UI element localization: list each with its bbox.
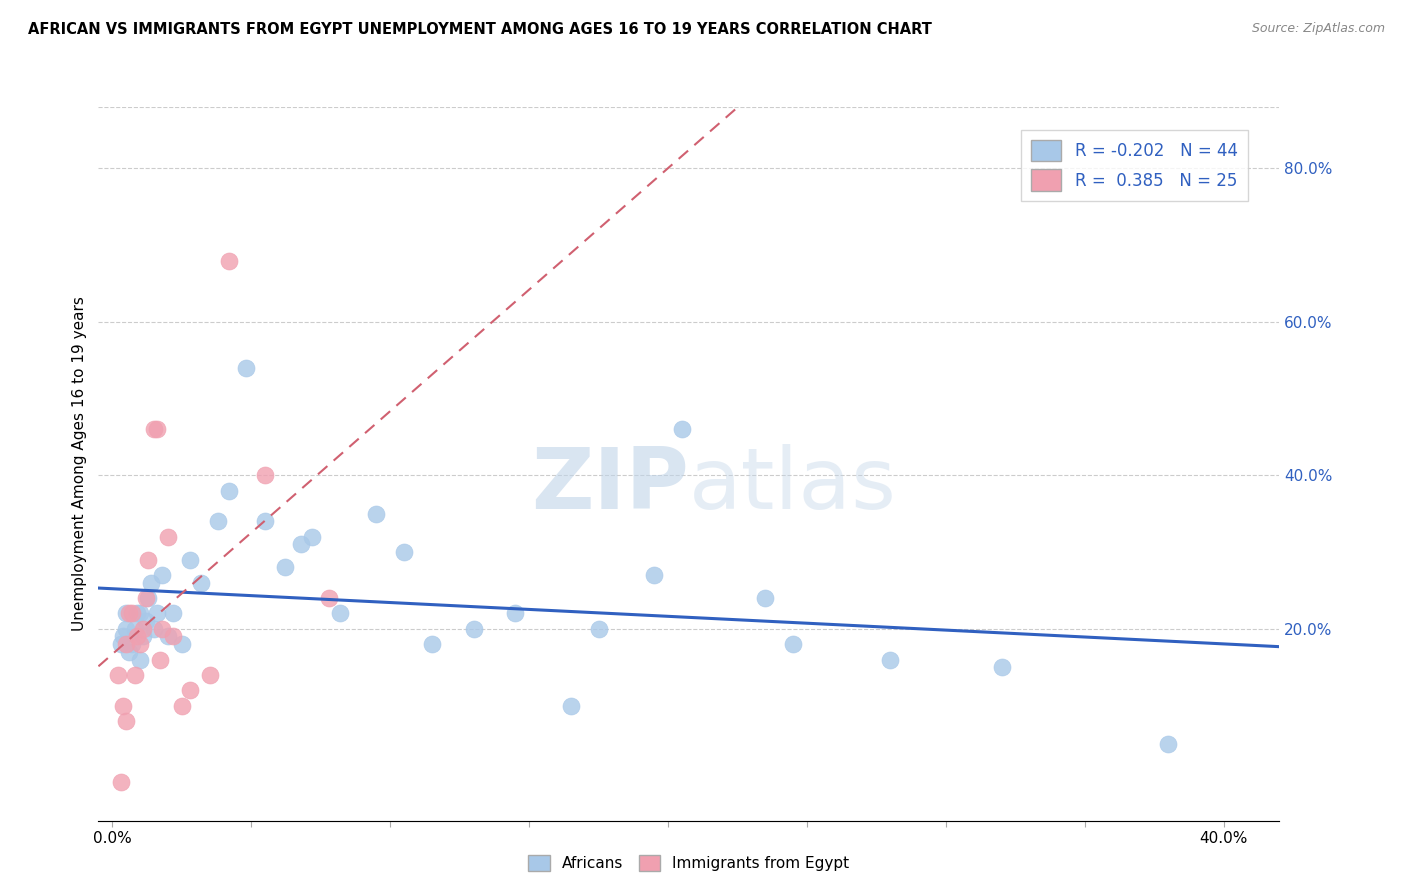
Y-axis label: Unemployment Among Ages 16 to 19 years: Unemployment Among Ages 16 to 19 years	[72, 296, 87, 632]
Point	[235, 360, 257, 375]
Point	[115, 637, 138, 651]
Point	[129, 652, 152, 666]
Point	[162, 630, 184, 644]
Point	[290, 537, 312, 551]
Point	[503, 607, 526, 621]
Point	[146, 422, 169, 436]
Point	[146, 607, 169, 621]
Point	[148, 652, 170, 666]
Point	[127, 607, 149, 621]
Point	[138, 591, 160, 606]
Point	[218, 483, 240, 498]
Point	[143, 422, 166, 436]
Point	[463, 622, 485, 636]
Point	[132, 622, 155, 636]
Point	[170, 637, 193, 651]
Point	[420, 637, 443, 651]
Point	[110, 637, 132, 651]
Point	[273, 560, 295, 574]
Point	[110, 775, 132, 789]
Point	[115, 622, 138, 636]
Point	[124, 668, 146, 682]
Text: atlas: atlas	[689, 443, 897, 527]
Point	[301, 530, 323, 544]
Point	[782, 637, 804, 651]
Point	[118, 645, 141, 659]
Point	[329, 607, 352, 621]
Point	[254, 468, 277, 483]
Point	[560, 698, 582, 713]
Point	[366, 507, 388, 521]
Point	[162, 607, 184, 621]
Point	[198, 668, 221, 682]
Point	[124, 622, 146, 636]
Point	[1157, 737, 1180, 751]
Text: ZIP: ZIP	[531, 443, 689, 527]
Point	[254, 515, 277, 529]
Text: AFRICAN VS IMMIGRANTS FROM EGYPT UNEMPLOYMENT AMONG AGES 16 TO 19 YEARS CORRELAT: AFRICAN VS IMMIGRANTS FROM EGYPT UNEMPLO…	[28, 22, 932, 37]
Point	[318, 591, 340, 606]
Point	[179, 553, 201, 567]
Point	[754, 591, 776, 606]
Point	[121, 607, 143, 621]
Point	[179, 683, 201, 698]
Point	[121, 637, 143, 651]
Point	[135, 591, 157, 606]
Point	[190, 575, 212, 590]
Point	[150, 568, 173, 582]
Point	[150, 622, 173, 636]
Point	[143, 622, 166, 636]
Point	[129, 607, 152, 621]
Point	[170, 698, 193, 713]
Point	[879, 652, 901, 666]
Point	[135, 614, 157, 628]
Point	[643, 568, 665, 582]
Point	[107, 668, 129, 682]
Point	[141, 575, 163, 590]
Legend: Africans, Immigrants from Egypt: Africans, Immigrants from Egypt	[522, 849, 856, 877]
Point	[118, 607, 141, 621]
Point	[127, 630, 149, 644]
Point	[207, 515, 229, 529]
Point	[671, 422, 693, 436]
Point	[588, 622, 610, 636]
Point	[129, 637, 152, 651]
Text: Source: ZipAtlas.com: Source: ZipAtlas.com	[1251, 22, 1385, 36]
Point	[392, 545, 415, 559]
Point	[112, 630, 135, 644]
Point	[112, 698, 135, 713]
Point	[156, 630, 179, 644]
Point	[156, 530, 179, 544]
Point	[115, 607, 138, 621]
Point	[115, 714, 138, 728]
Point	[218, 253, 240, 268]
Point	[990, 660, 1012, 674]
Point	[138, 553, 160, 567]
Point	[132, 630, 155, 644]
